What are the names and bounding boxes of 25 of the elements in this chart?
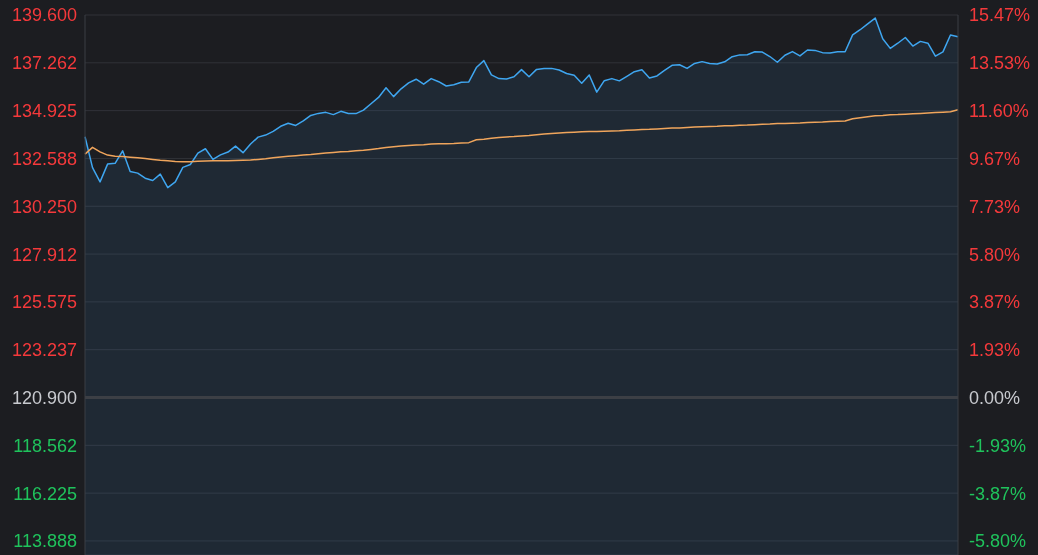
y2-tick-label: 11.60% — [969, 101, 1029, 122]
y-tick-label: 137.262 — [11, 53, 77, 74]
y-tick-label: 130.250 — [11, 196, 77, 217]
y2-tick-label: 1.93% — [969, 340, 1021, 361]
y-tick-label: 125.575 — [11, 292, 77, 313]
y2-tick-label: -5.80% — [969, 531, 1027, 552]
y2-tick-label: 7.73% — [969, 196, 1021, 217]
y-tick-label: 113.888 — [13, 531, 77, 552]
y2-tick-label: -3.87% — [969, 483, 1027, 504]
y-tick-label: 134.925 — [11, 101, 77, 122]
y-tick-label: 120.900 — [11, 387, 77, 408]
y-tick-label: 127.912 — [11, 244, 77, 265]
y2-tick-label: 13.53% — [969, 53, 1031, 74]
y2-tick-label: 5.80% — [969, 244, 1021, 265]
y2-tick-label: 3.87% — [969, 292, 1021, 313]
y-tick-label: 116.225 — [13, 483, 77, 504]
y2-tick-label: 15.47% — [969, 5, 1031, 26]
y-tick-label: 139.600 — [11, 5, 77, 26]
y-tick-label: 132.588 — [11, 148, 77, 169]
y2-tick-label: 9.67% — [969, 148, 1021, 169]
y-tick-label: 118.562 — [13, 435, 77, 456]
line-series — [84, 108, 959, 163]
y2-tick-label: 0.00% — [969, 387, 1021, 408]
y2-tick-label: -1.93% — [969, 435, 1027, 456]
y-tick-label: 123.237 — [11, 340, 77, 361]
